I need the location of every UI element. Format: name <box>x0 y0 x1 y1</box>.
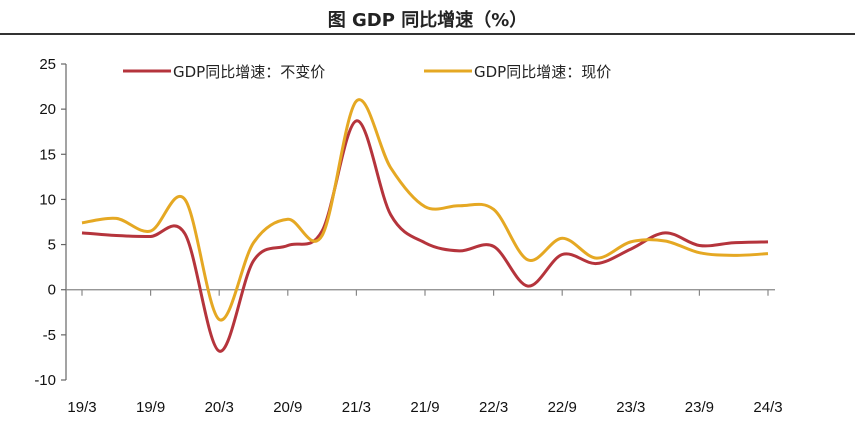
title-divider <box>0 33 855 35</box>
y-tick-label: 10 <box>39 191 56 208</box>
x-tick-label: 20/9 <box>273 399 302 416</box>
series-line-constant-price <box>81 119 769 353</box>
x-tick-label: 22/9 <box>548 399 577 416</box>
x-tick-label: 23/9 <box>685 399 714 416</box>
y-tick-label: -10 <box>34 372 56 389</box>
x-tick-label: 21/3 <box>342 399 371 416</box>
chart-title: 图 GDP 同比增速（%） <box>327 10 528 31</box>
y-tick-label: 20 <box>39 101 56 118</box>
x-tick-label: 19/3 <box>67 399 96 416</box>
legend-label: GDP同比增速：不变价 <box>173 63 325 81</box>
x-tick-label: 22/3 <box>479 399 508 416</box>
x-tick-label: 19/9 <box>136 399 165 416</box>
y-tick-label: 0 <box>48 282 56 299</box>
legend-item: GDP同比增速：现价 <box>424 63 611 81</box>
series-line-current-price <box>81 98 769 322</box>
x-tick-label: 20/3 <box>205 399 234 416</box>
x-tick-label: 23/3 <box>616 399 645 416</box>
y-tick-label: 15 <box>39 146 56 163</box>
x-tick-label: 24/3 <box>753 399 782 416</box>
y-tick-label: 5 <box>48 237 56 254</box>
y-tick-label: 25 <box>39 56 56 73</box>
y-tick-label: -5 <box>43 327 56 344</box>
legend-item: GDP同比增速：不变价 <box>123 63 325 81</box>
legend-label: GDP同比增速：现价 <box>474 63 611 81</box>
x-tick-label: 21/9 <box>410 399 439 416</box>
